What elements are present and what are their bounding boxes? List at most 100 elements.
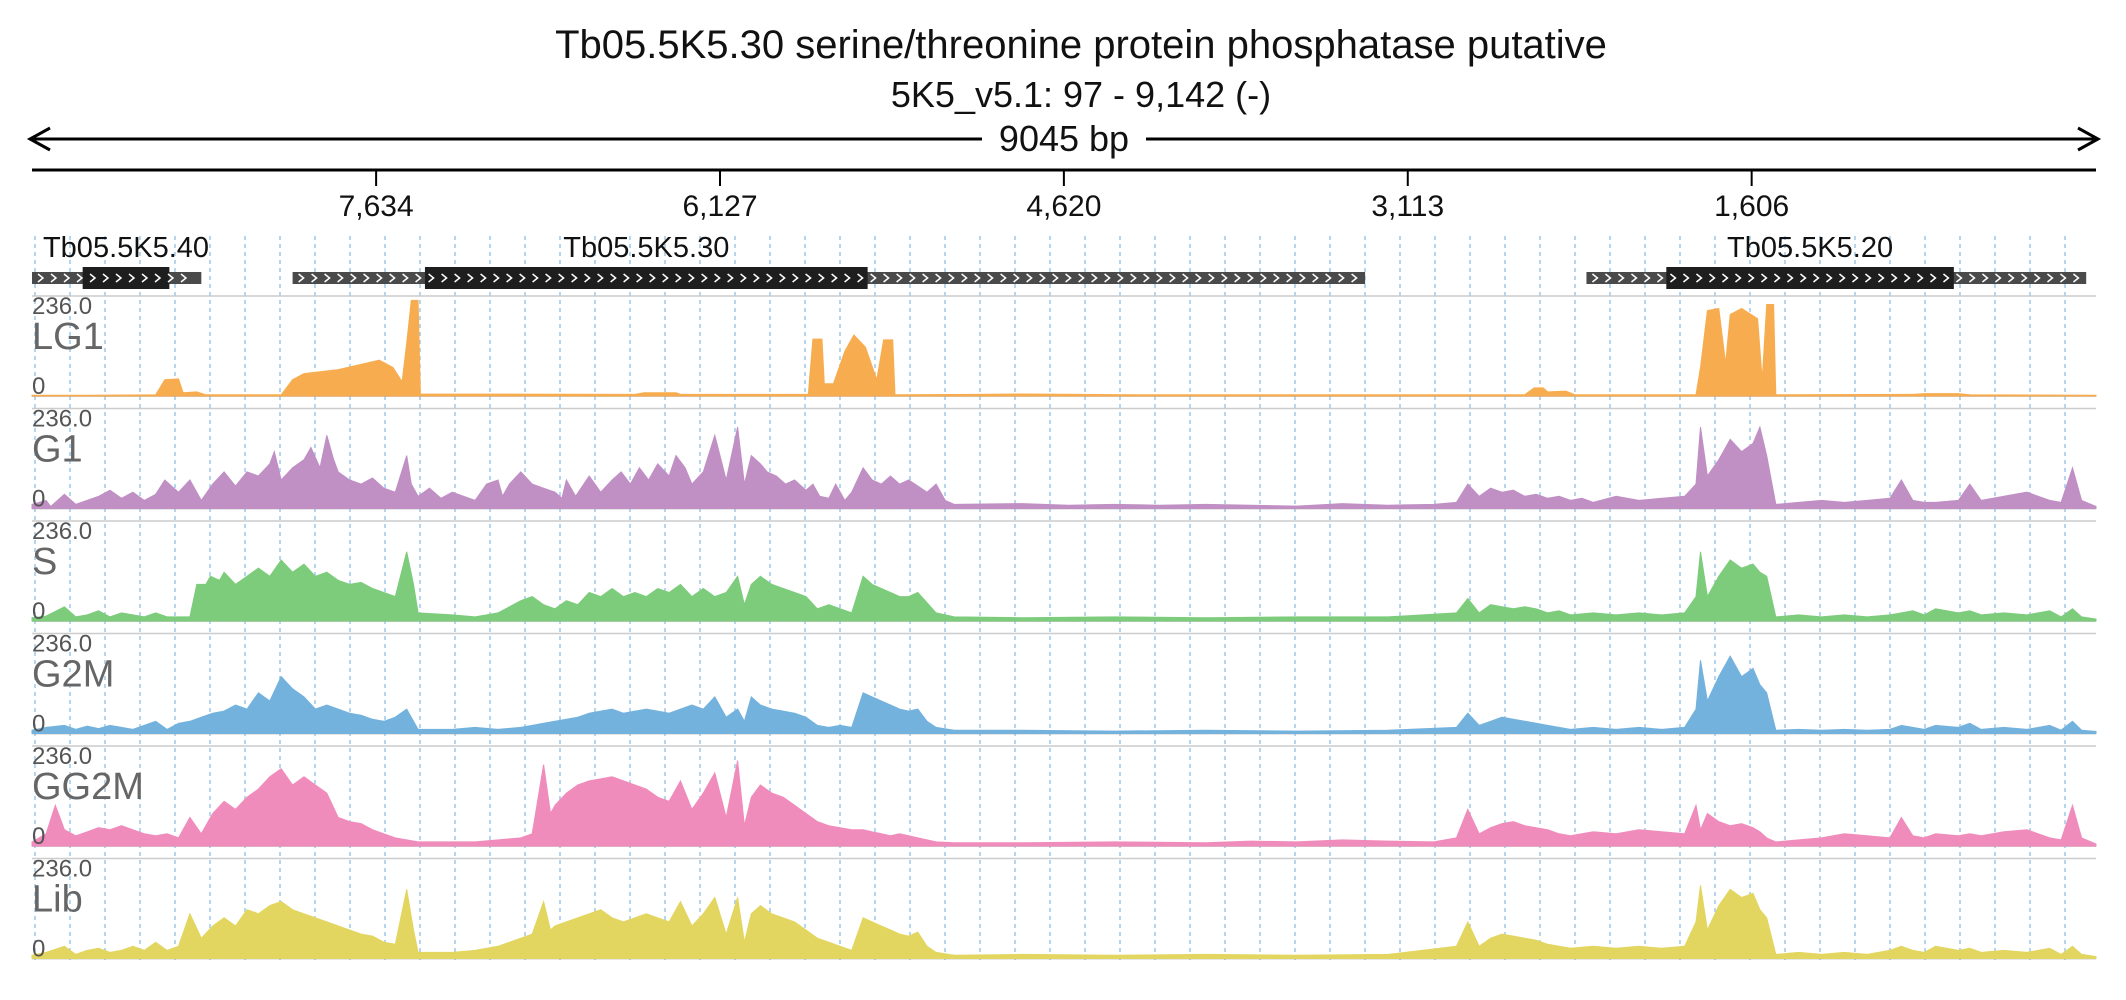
strand-arrow-icon [1812,273,1820,283]
y-max-label: 236.0 [32,293,92,320]
strand-arrow-icon [1130,273,1137,283]
strand-arrow-icon [792,273,799,283]
strand-arrow-icon [948,273,955,283]
strand-arrow-icon [102,273,110,283]
strand-arrow-icon [545,273,552,283]
strand-arrow-icon [1721,273,1729,283]
strand-arrow-icon [519,273,526,283]
strand-arrow-icon [753,273,760,283]
strand-arrow-icon [714,273,721,283]
strand-arrow-icon [2007,273,2015,283]
strand-arrow-icon [1903,273,1911,283]
strand-arrow-icon [115,273,123,283]
strand-arrow-icon [2059,273,2067,283]
coverage-area [31,551,2097,622]
strand-arrow-icon [1143,273,1150,283]
strand-arrow-icon [597,273,604,283]
y-min-label: 0 [32,823,45,850]
strand-arrow-icon [1955,273,1963,283]
strand-arrow-icon [1695,273,1703,283]
strand-arrow-icon [1156,273,1163,283]
strand-arrow-icon [1078,273,1085,283]
track-g2m: 236.0 0 G2M [31,631,2097,738]
track-name-label: LG1 [32,316,104,358]
strand-arrow-icon [701,273,708,283]
strand-arrow-icon [870,273,877,283]
strand-arrow-icon [688,273,695,283]
strand-arrow-icon [623,273,630,283]
strand-arrow-icon [584,273,591,283]
strand-arrow-icon [844,273,851,283]
strand-arrow-icon [974,273,981,283]
strand-arrow-icon [506,273,513,283]
strand-arrow-icon [987,273,994,283]
strand-arrow-icon [1786,273,1794,283]
strand-arrow-icon [1617,273,1625,283]
strand-arrow-icon [831,273,838,283]
strand-arrow-icon [1890,273,1898,283]
y-min-label: 0 [32,711,45,738]
strand-arrow-icon [350,273,357,283]
strand-arrow-icon [1182,273,1189,283]
strand-arrow-icon [1994,273,2002,283]
strand-arrow-icon [1273,273,1280,283]
axis-tick-label: 6,127 [682,190,757,223]
strand-arrow-icon [493,273,500,283]
strand-arrow-icon [532,273,539,283]
track-g1: 236.0 0 G1 [31,406,2097,513]
strand-arrow-icon [467,273,474,283]
y-max-label: 236.0 [32,743,92,770]
strand-arrow-icon [1851,273,1859,283]
length-scale: 9045 bp [26,118,2102,159]
strand-arrow-icon [766,273,773,283]
gene-label: Tb05.5K5.40 [43,232,209,264]
strand-arrow-icon [740,273,747,283]
strand-arrow-icon [1299,273,1306,283]
strand-arrow-icon [1981,273,1989,283]
strand-arrow-icon [441,273,448,283]
strand-arrow-icon [1208,273,1215,283]
axis-tick-label: 1,606 [1714,190,1789,223]
strand-arrow-icon [1968,273,1976,283]
strand-arrow-icon [1013,273,1020,283]
strand-arrow-icon [298,273,305,283]
strand-arrow-icon [1091,273,1098,283]
arrow-right-icon [2077,126,2102,152]
strand-arrow-icon [610,273,617,283]
strand-arrow-icon [141,273,149,283]
strand-arrow-icon [402,273,409,283]
strand-arrow-icon [909,273,916,283]
strand-arrow-icon [1630,273,1638,283]
track-name-label: G1 [32,429,83,471]
strand-arrow-icon [1312,273,1319,283]
strand-arrow-icon [89,273,97,283]
y-max-label: 236.0 [32,631,92,658]
coverage-area [31,425,2097,509]
strand-arrow-icon [1247,273,1254,283]
axis-ticks: 7,634 6,127 4,620 3,113 1,606 [339,170,1789,223]
strand-arrow-icon [1169,273,1176,283]
strand-arrow-icon [1000,273,1007,283]
strand-arrow-icon [1734,273,1742,283]
strand-arrow-icon [1221,273,1228,283]
strand-arrow-icon [1825,273,1833,283]
strand-arrow-icon [376,273,383,283]
coverage-tracks: 236.00LG1236.00G1236.00S236.00G2M236.00G… [31,293,2097,963]
track-s: 236.0 0 S [31,518,2097,625]
strand-arrow-icon [2046,273,2054,283]
strand-arrow-icon [454,273,461,283]
strand-arrow-icon [896,273,903,283]
strand-arrow-icon [1929,273,1937,283]
coverage-area [31,885,2097,959]
strand-arrow-icon [1260,273,1267,283]
track-name-label: G2M [32,654,114,696]
strand-arrow-icon [1234,273,1241,283]
strand-arrow-icon [415,273,422,283]
strand-arrow-icon [1195,273,1202,283]
strand-arrow-icon [805,273,812,283]
strand-arrow-icon [675,273,682,283]
y-min-label: 0 [32,598,45,625]
strand-arrow-icon [818,273,825,283]
strand-arrow-icon [1877,273,1885,283]
